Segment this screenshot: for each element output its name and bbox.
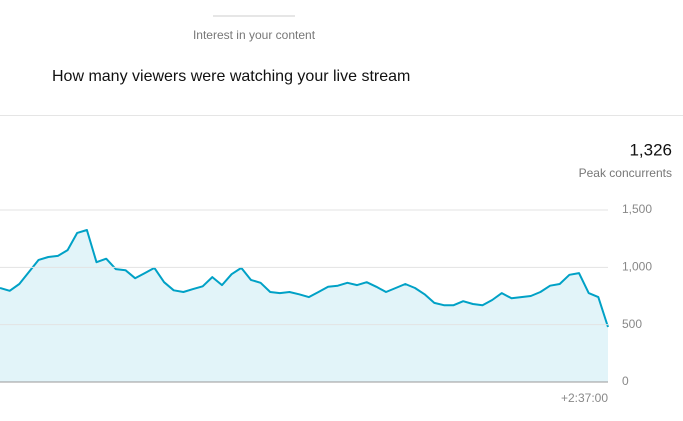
chart-title: How many viewers were watching your live… <box>52 68 410 85</box>
y-tick-label: 1,000 <box>622 260 652 274</box>
y-tick-label: 500 <box>622 317 642 331</box>
section-header: Interest in your content <box>193 28 316 42</box>
x-tick-label: +2:37:00 <box>561 391 608 405</box>
y-tick-label: 0 <box>622 374 629 388</box>
y-tick-label: 1,500 <box>622 202 652 216</box>
area-fill <box>0 230 608 382</box>
peak-value: 1,326 <box>629 140 672 159</box>
peak-caption: Peak concurrents <box>579 166 672 180</box>
area-line <box>0 229 609 328</box>
